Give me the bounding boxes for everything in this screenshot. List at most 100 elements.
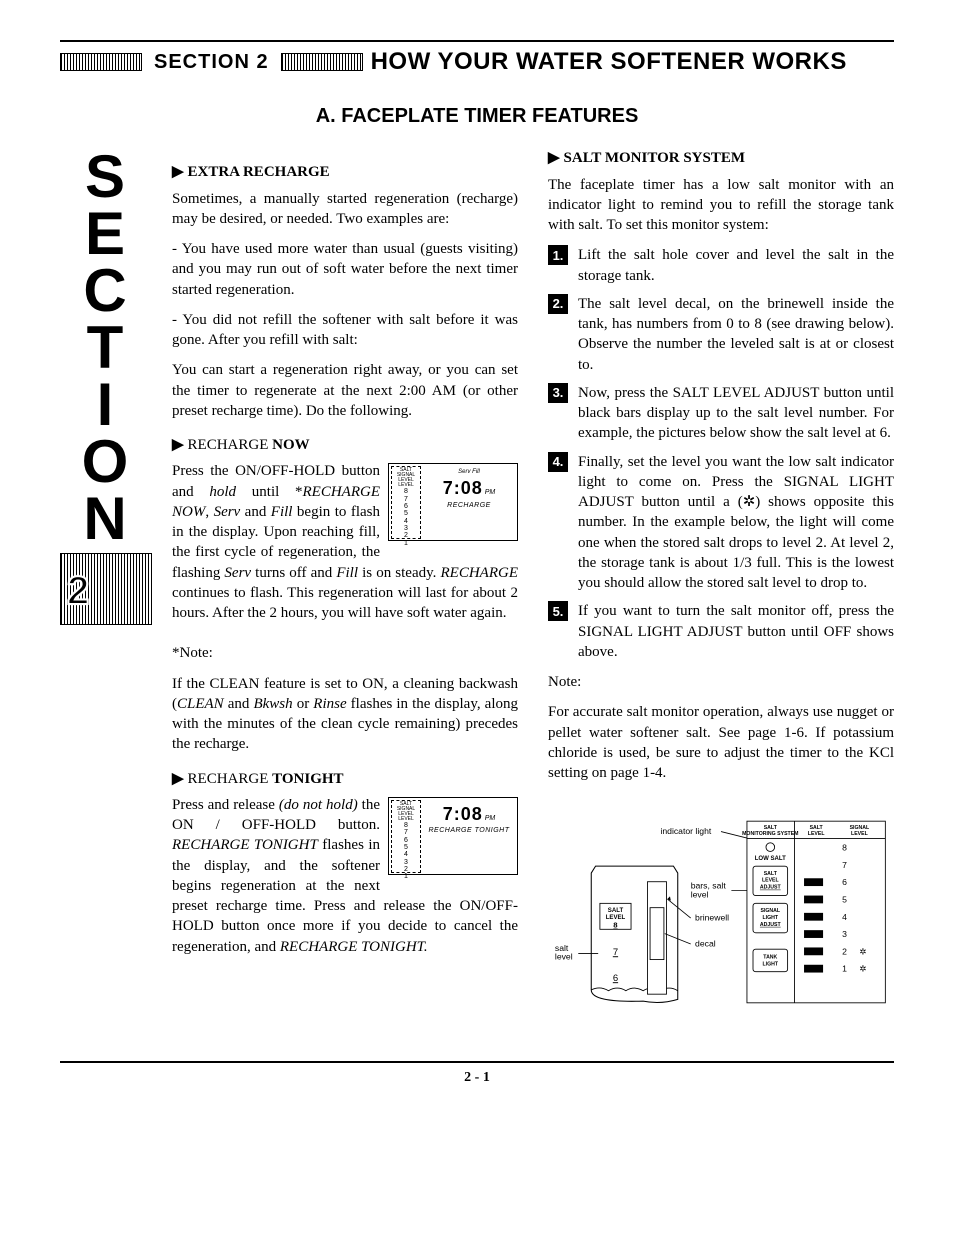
step-number-badge: 3. bbox=[548, 383, 568, 403]
svg-text:✲: ✲ bbox=[859, 947, 866, 957]
v-letter: C bbox=[82, 262, 131, 319]
step-text: Lift the salt hole cover and level the s… bbox=[578, 245, 894, 286]
step-text: The salt level decal, on the brinewell i… bbox=[578, 294, 894, 375]
v-letter: T bbox=[82, 319, 131, 376]
svg-text:SALT: SALT bbox=[764, 825, 778, 831]
svg-text:LIGHT: LIGHT bbox=[763, 915, 779, 921]
display-top-labels: Serv Fill bbox=[425, 468, 513, 476]
display-box-recharge-now: SALT SIGNAL LEVEL LEVEL 8 7 6 5 4 3 2 1 … bbox=[388, 463, 518, 541]
page-footer: 2 - 1 bbox=[60, 1061, 894, 1088]
v-letter: I bbox=[82, 376, 131, 433]
step-number-badge: 2. bbox=[548, 294, 568, 314]
scale-nums: 8 7 6 5 4 3 2 1 bbox=[392, 488, 420, 547]
svg-text:6: 6 bbox=[842, 878, 847, 888]
page-subtitle: A. FACEPLATE TIMER FEATURES bbox=[60, 103, 894, 130]
svg-text:SIGNAL: SIGNAL bbox=[761, 908, 781, 914]
step-text: If you want to turn the salt monitor off… bbox=[578, 601, 894, 662]
section-number-box: 2 bbox=[60, 553, 152, 625]
scale-label: SALT SIGNAL LEVEL LEVEL bbox=[392, 468, 420, 488]
svg-text:ADJUST: ADJUST bbox=[760, 885, 782, 891]
display-area: 7:08 PM RECHARGE TONIGHT bbox=[425, 802, 513, 836]
svg-text:8: 8 bbox=[842, 843, 847, 853]
display-time: 7:08 bbox=[443, 804, 483, 824]
svg-text:decal: decal bbox=[695, 939, 716, 949]
section-label: SECTION 2 bbox=[150, 49, 273, 76]
display-mode-label: RECHARGE bbox=[425, 501, 513, 510]
step-item: 3. Now, press the SALT LEVEL ADJUST butt… bbox=[548, 383, 894, 444]
display-ampm: PM bbox=[485, 489, 496, 496]
svg-text:SIGNAL: SIGNAL bbox=[850, 825, 870, 831]
step-item: 5. If you want to turn the salt monitor … bbox=[548, 601, 894, 662]
svg-text:✲: ✲ bbox=[859, 964, 866, 974]
para: The faceplate timer has a low salt monit… bbox=[548, 175, 894, 236]
display-time: 7:08 bbox=[443, 478, 483, 498]
note-para: For accurate salt monitor operation, alw… bbox=[548, 702, 894, 783]
scale-strip: SALT SIGNAL LEVEL LEVEL 8 7 6 5 4 3 2 1 bbox=[391, 466, 421, 539]
para: - You did not refill the softener with s… bbox=[172, 310, 518, 351]
svg-text:LEVEL: LEVEL bbox=[762, 878, 780, 884]
note-heading: Note: bbox=[548, 672, 894, 692]
svg-text:indicator light: indicator light bbox=[660, 827, 711, 837]
svg-text:8: 8 bbox=[613, 921, 618, 930]
svg-text:5: 5 bbox=[842, 895, 847, 905]
step-item: 2. The salt level decal, on the brinewel… bbox=[548, 294, 894, 375]
display-mode-label: RECHARGE TONIGHT bbox=[425, 826, 513, 835]
heading-salt-monitor: ▶SALT MONITOR SYSTEM bbox=[548, 148, 894, 168]
triangle-icon: ▶ bbox=[548, 148, 560, 168]
svg-text:LOW SALT: LOW SALT bbox=[755, 856, 786, 862]
svg-text:1: 1 bbox=[842, 964, 847, 974]
svg-text:2: 2 bbox=[842, 947, 847, 957]
step-number-badge: 5. bbox=[548, 601, 568, 621]
svg-text:SALT: SALT bbox=[810, 825, 824, 831]
heading-recharge-tonight: ▶RECHARGE TONIGHT bbox=[172, 769, 518, 789]
hatch-decor-mid bbox=[281, 53, 363, 71]
heading-text: EXTRA RECHARGE bbox=[188, 164, 330, 180]
recharge-now-block: ▶RECHARGE NOW SALT SIGNAL LEVEL LEVEL 8 … bbox=[172, 435, 518, 755]
content-area: S E C T I O N 2 ▶EXTRA RECHARGE Sometime… bbox=[60, 148, 894, 1030]
salt-monitor-diagram: SALT LEVEL 8 7 6 salt level decal brinew… bbox=[548, 797, 894, 1027]
v-letter: E bbox=[82, 205, 131, 262]
para: You can start a regeneration right away,… bbox=[172, 360, 518, 421]
note-heading: *Note: bbox=[172, 643, 518, 663]
salt-monitor-block: ▶SALT MONITOR SYSTEM The faceplate timer… bbox=[548, 148, 894, 1027]
svg-text:brinewell: brinewell bbox=[695, 913, 729, 923]
vertical-section-text: S E C T I O N bbox=[82, 148, 131, 547]
hatch-decor-left bbox=[60, 53, 142, 71]
triangle-icon: ▶ bbox=[172, 162, 184, 182]
svg-text:level: level bbox=[555, 952, 573, 962]
triangle-icon: ▶ bbox=[172, 769, 184, 789]
svg-text:7: 7 bbox=[613, 948, 618, 959]
columns: ▶EXTRA RECHARGE Sometimes, a manually st… bbox=[172, 148, 894, 1030]
triangle-icon: ▶ bbox=[172, 435, 184, 455]
heading-prefix: RECHARGE bbox=[188, 771, 273, 787]
svg-text:7: 7 bbox=[842, 860, 847, 870]
step-text: Finally, set the level you want the low … bbox=[578, 452, 894, 594]
side-tab: S E C T I O N 2 bbox=[60, 148, 152, 625]
page-title: HOW YOUR WATER SOFTENER WORKS bbox=[371, 46, 894, 78]
svg-text:4: 4 bbox=[842, 912, 847, 922]
step-item: 4. Finally, set the level you want the l… bbox=[548, 452, 894, 594]
step-item: 1. Lift the salt hole cover and level th… bbox=[548, 245, 894, 286]
svg-text:MONITORING SYSTEM: MONITORING SYSTEM bbox=[742, 831, 798, 837]
v-letter: O bbox=[82, 433, 131, 490]
svg-text:SALT: SALT bbox=[608, 908, 624, 914]
step-number-badge: 1. bbox=[548, 245, 568, 265]
v-letter: S bbox=[82, 148, 131, 205]
svg-text:SALT: SALT bbox=[764, 871, 778, 877]
scale-nums: 8 7 6 5 4 3 2 1 bbox=[392, 822, 420, 881]
section-number: 2 bbox=[67, 564, 89, 618]
svg-text:6: 6 bbox=[613, 974, 618, 985]
page-header: SECTION 2 HOW YOUR WATER SOFTENER WORKS bbox=[60, 40, 894, 78]
svg-text:level: level bbox=[691, 890, 709, 900]
step-text: Now, press the SALT LEVEL ADJUST button … bbox=[578, 383, 894, 444]
heading-prefix: RECHARGE bbox=[188, 437, 273, 453]
display-area: Serv Fill 7:08 PM RECHARGE bbox=[425, 468, 513, 510]
svg-text:LIGHT: LIGHT bbox=[763, 962, 779, 968]
v-letter: N bbox=[82, 490, 131, 547]
heading-extra-recharge: ▶EXTRA RECHARGE bbox=[172, 162, 518, 182]
heading-recharge-now: ▶RECHARGE NOW bbox=[172, 435, 518, 455]
svg-text:LEVEL: LEVEL bbox=[808, 831, 826, 837]
scale-label: SALT SIGNAL LEVEL LEVEL bbox=[392, 802, 420, 822]
extra-recharge-block: ▶EXTRA RECHARGE Sometimes, a manually st… bbox=[172, 162, 518, 421]
step-number-badge: 4. bbox=[548, 452, 568, 472]
